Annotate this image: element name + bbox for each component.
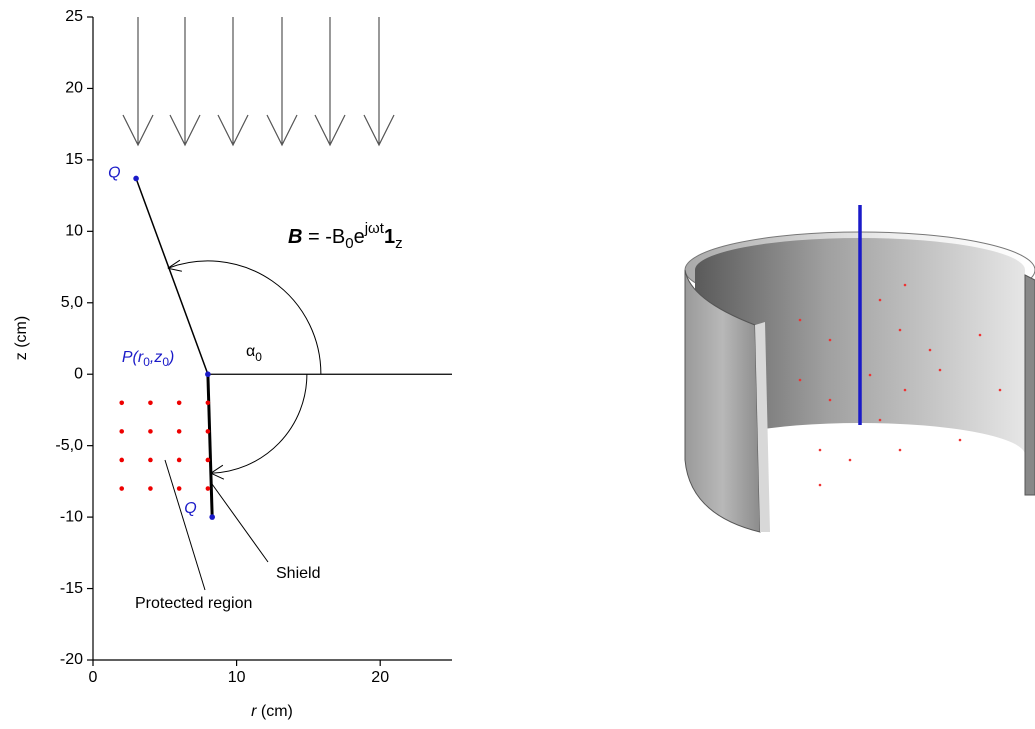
- eq-part: e: [354, 226, 365, 248]
- region-point: [177, 429, 182, 434]
- region-point: [148, 401, 153, 406]
- angle-subscript: 0: [255, 350, 262, 364]
- figure: 252015105,00-5,0-10-15-2001020r (cm)z (c…: [0, 0, 1035, 729]
- x-tick-label: 0: [89, 669, 98, 686]
- field-equation: B = -B0ejωt1z: [288, 220, 403, 252]
- y-tick-label: -15: [60, 580, 83, 597]
- region-point: [177, 486, 182, 491]
- y-tick-label: -10: [60, 508, 83, 525]
- y-tick-label: 5,0: [61, 294, 83, 311]
- key-point: [133, 176, 139, 182]
- y-tick-label: -20: [60, 651, 83, 668]
- y-tick-label: 25: [65, 8, 83, 25]
- x-tick-label: 20: [371, 669, 389, 686]
- label-part: ): [167, 349, 174, 366]
- angle-label: α0: [246, 343, 262, 364]
- eq-sup: jωt: [364, 220, 385, 237]
- x-label-unit: (cm): [256, 703, 292, 720]
- shield-3d: [685, 205, 1035, 532]
- field-arrows: [123, 17, 394, 145]
- region-point: [206, 429, 211, 434]
- y-axis-label: z (cm): [13, 316, 30, 360]
- region-label: Protected region: [135, 595, 252, 612]
- y-tick-label: 10: [65, 223, 83, 240]
- label-part: ,z: [150, 349, 162, 366]
- region-point: [148, 429, 153, 434]
- key-point: [205, 371, 211, 377]
- label-part: Q: [184, 500, 196, 517]
- region-point: [177, 458, 182, 463]
- region-point: [206, 458, 211, 463]
- eq-unit: 1: [384, 226, 395, 248]
- point-label: Q: [184, 500, 196, 517]
- label-part: Q: [108, 165, 120, 182]
- label-part: P(r: [122, 349, 144, 366]
- shield: [208, 374, 212, 517]
- eq-part: = -B: [302, 226, 345, 248]
- point-label: Q: [108, 165, 120, 182]
- shield-label: Shield: [276, 565, 320, 582]
- lower-arc: [211, 374, 307, 473]
- x-axis-label: r (cm): [251, 703, 293, 720]
- x-tick-label: 10: [228, 669, 246, 686]
- region-point: [119, 458, 124, 463]
- point-label: P(r0,z0): [122, 349, 174, 369]
- eq-sub: z: [395, 235, 403, 252]
- region-point: [119, 429, 124, 434]
- eq-sub: 0: [345, 235, 353, 252]
- region-point: [148, 458, 153, 463]
- region-point: [206, 486, 211, 491]
- region-point: [177, 401, 182, 406]
- y-tick-label: -5,0: [55, 437, 83, 454]
- y-tick-label: 0: [74, 365, 83, 382]
- region-point: [148, 486, 153, 491]
- shield-leader: [212, 484, 268, 562]
- eq-b: B: [288, 226, 302, 248]
- angle-symbol: α: [246, 343, 255, 360]
- region-point: [119, 401, 124, 406]
- y-tick-label: 20: [65, 80, 83, 97]
- region-point: [119, 486, 124, 491]
- source-line: [136, 178, 208, 374]
- y-tick-label: 15: [65, 151, 83, 168]
- angle-arc: [168, 261, 321, 374]
- key-point: [209, 514, 215, 520]
- region-point: [206, 401, 211, 406]
- region-leader: [165, 460, 205, 590]
